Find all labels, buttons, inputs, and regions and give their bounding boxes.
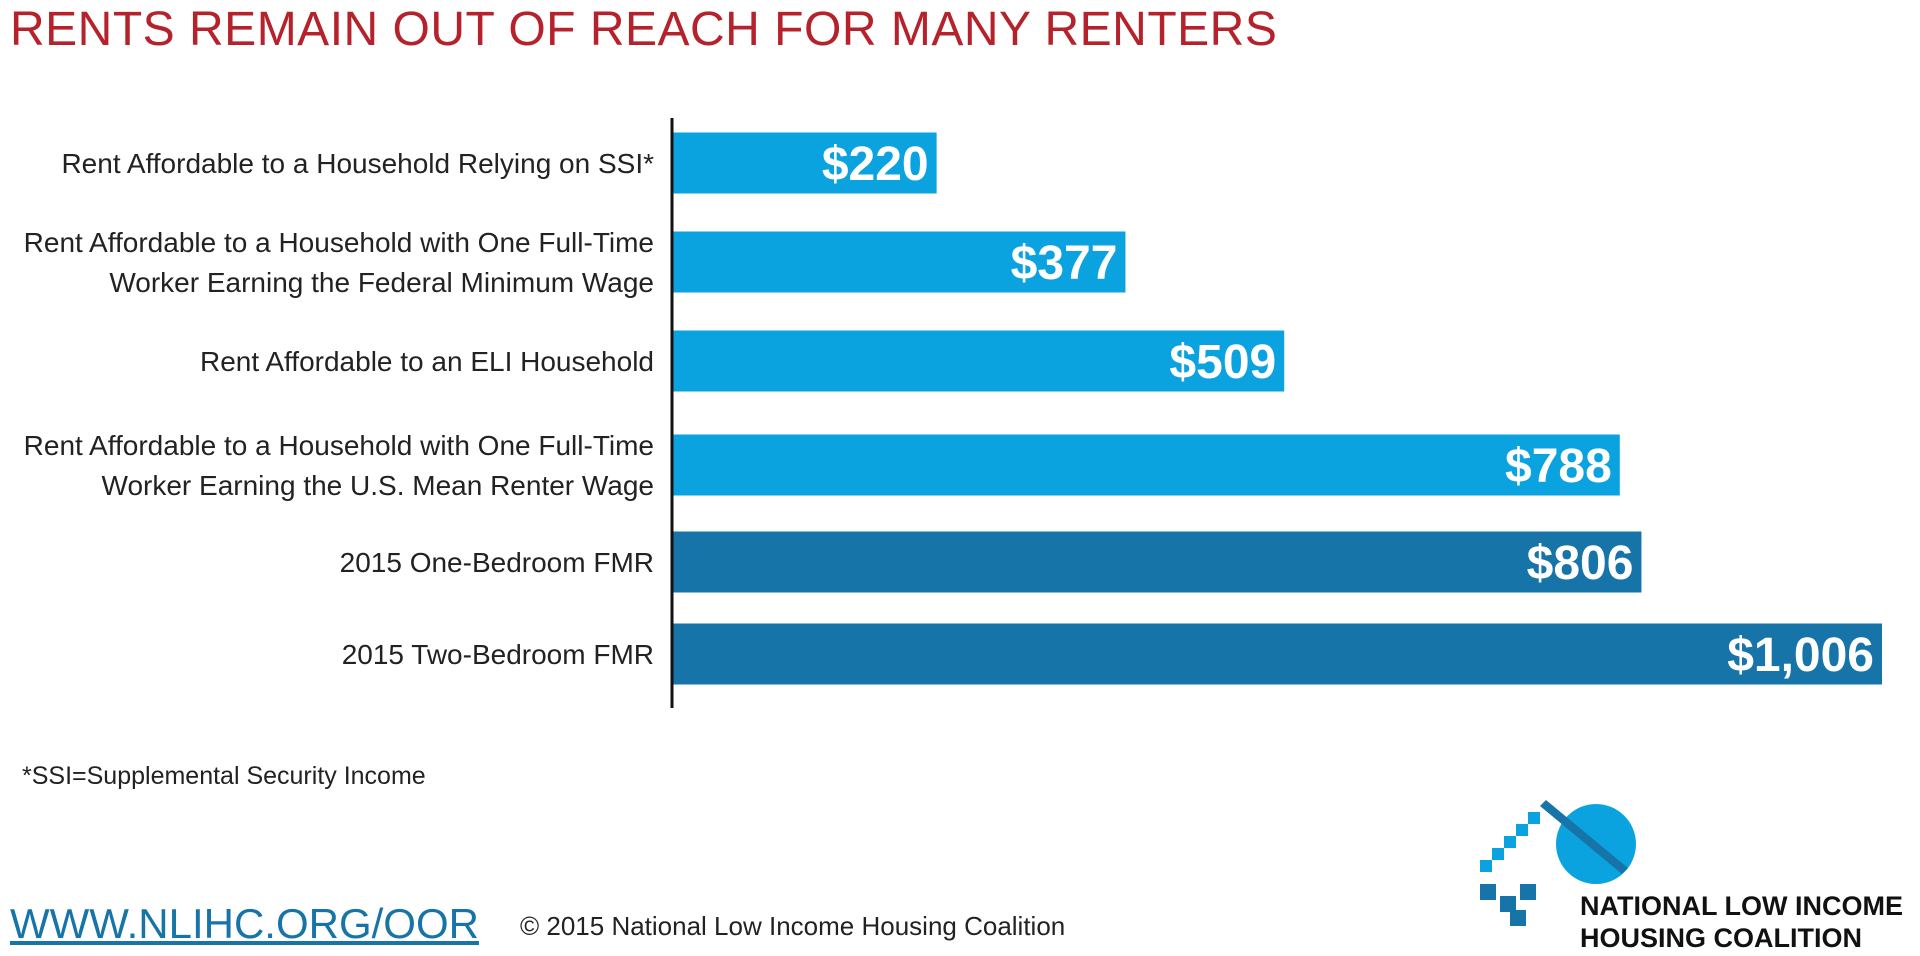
bar-0 xyxy=(672,132,937,194)
category-label-line: 2015 Two-Bedroom FMR xyxy=(342,639,654,670)
category-label-line: Worker Earning the U.S. Mean Renter Wage xyxy=(102,470,654,501)
bar-2 xyxy=(672,330,1285,392)
chart-title: RENTS REMAIN OUT OF REACH FOR MANY RENTE… xyxy=(10,3,1278,56)
category-label-line: Rent Affordable to an ELI Household xyxy=(200,346,654,377)
category-label-line: Rent Affordable to a Household with One … xyxy=(24,430,654,461)
logo-wordmark: NATIONAL LOW INCOME HOUSING COALITION xyxy=(1580,890,1903,954)
bar-1 xyxy=(672,231,1126,293)
category-label-line: 2015 One-Bedroom FMR xyxy=(340,547,654,578)
category-label-3: Rent Affordable to a Household with One … xyxy=(24,430,654,501)
bar-chart: $220 $377 $509 $788 $806 $1,006 Rent Affordab… xyxy=(24,118,1882,708)
logo-line-1: NATIONAL LOW INCOME xyxy=(1580,891,1903,921)
category-label-line: Worker Earning the Federal Minimum Wage xyxy=(109,267,654,298)
logo-line-2: HOUSING COALITION xyxy=(1580,923,1862,953)
category-labels-layer: Rent Affordable to a Household Relying o… xyxy=(24,148,654,670)
bar-value-label-2: $509 xyxy=(1169,336,1276,389)
bar-value-label-5: $1,006 xyxy=(1727,629,1874,682)
nlihc-logo-icon xyxy=(1480,800,1636,926)
category-label-5: 2015 Two-Bedroom FMR xyxy=(342,639,654,670)
footnote: *SSI=Supplemental Security Income xyxy=(22,762,426,790)
category-label-line: Rent Affordable to a Household Relying o… xyxy=(61,148,654,179)
bar-4 xyxy=(672,531,1642,593)
bar-value-label-4: $806 xyxy=(1527,537,1634,590)
category-label-0: Rent Affordable to a Household Relying o… xyxy=(61,148,654,179)
bar-5 xyxy=(672,623,1882,685)
category-label-line: Rent Affordable to a Household with One … xyxy=(24,227,654,258)
copyright-text: © 2015 National Low Income Housing Coali… xyxy=(520,911,1066,941)
bar-3 xyxy=(672,434,1620,496)
bars-layer: $220 $377 $509 $788 $806 $1,006 xyxy=(672,132,1882,685)
bar-value-label-1: $377 xyxy=(1011,237,1118,290)
bar-value-label-3: $788 xyxy=(1505,440,1612,493)
category-label-1: Rent Affordable to a Household with One … xyxy=(24,227,654,298)
bar-value-label-0: $220 xyxy=(822,138,929,191)
category-label-4: 2015 One-Bedroom FMR xyxy=(340,547,654,578)
website-link[interactable]: WWW.NLIHC.ORG/OOR xyxy=(10,900,479,947)
category-label-2: Rent Affordable to an ELI Household xyxy=(200,346,654,377)
